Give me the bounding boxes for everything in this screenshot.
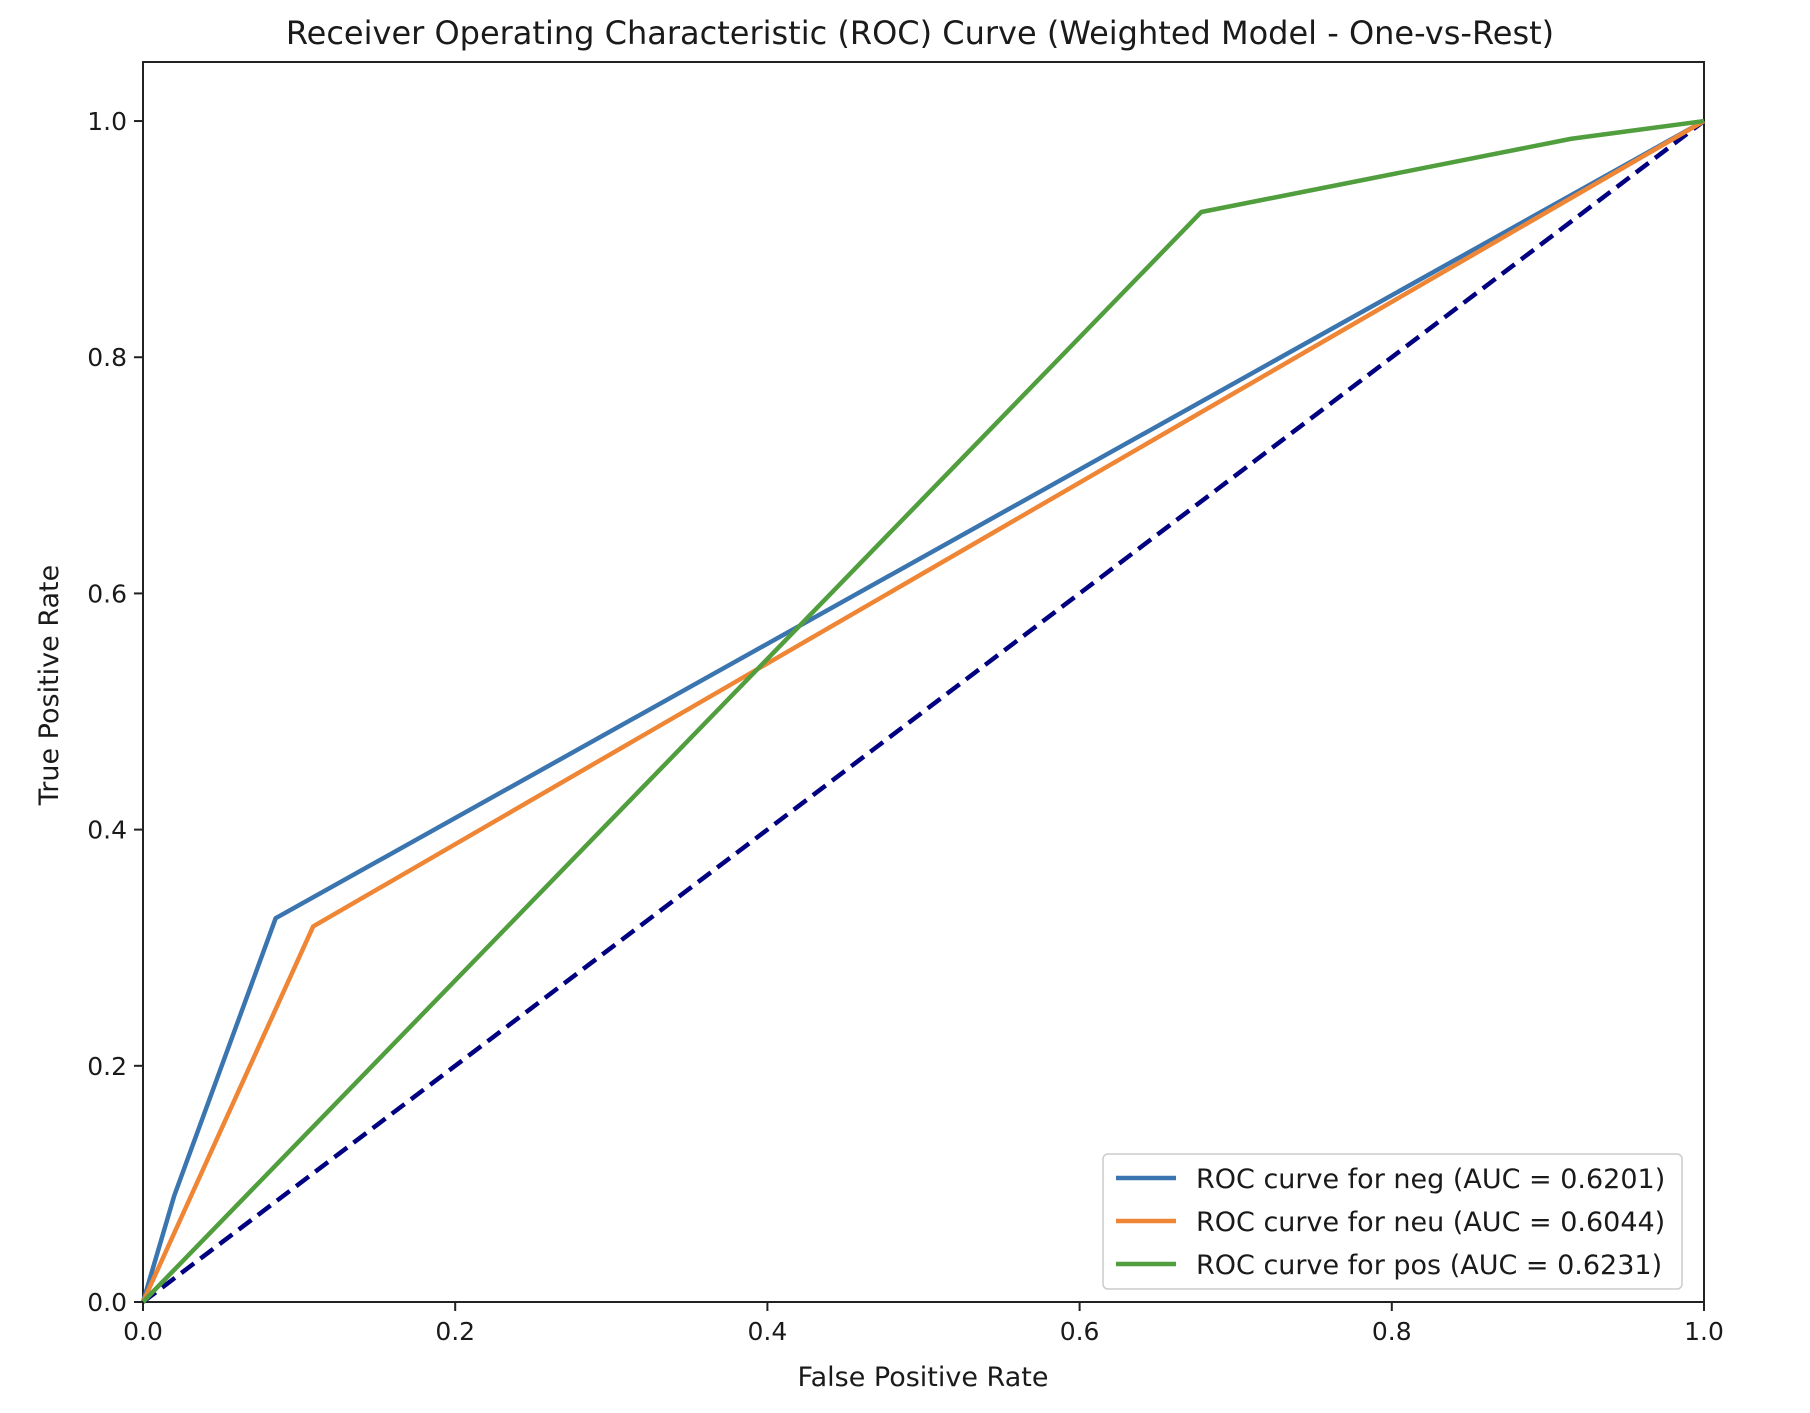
x-tick-label: 0.8 — [1372, 1317, 1412, 1346]
y-tick-label: 0.0 — [87, 1288, 127, 1317]
plot-frame — [142, 61, 1705, 1303]
legend-label-neu: ROC curve for neu (AUC = 0.6044) — [1196, 1207, 1665, 1238]
reference-diagonal-line — [141, 119, 1706, 1304]
y-axis-ticks: 0.0 0.2 0.4 0.6 0.8 1.0 — [87, 107, 143, 1317]
x-tick-label: 0.0 — [123, 1317, 163, 1346]
reference-line-layer — [141, 119, 1706, 1304]
x-tick-label: 0.4 — [748, 1317, 788, 1346]
legend: ROC curve for neg (AUC = 0.6201) ROC curv… — [1102, 1153, 1683, 1290]
x-tick-label: 0.6 — [1060, 1317, 1100, 1346]
series-line-neg — [140, 119, 1706, 1303]
legend-box — [1102, 1153, 1683, 1290]
y-tick-label: 0.4 — [87, 816, 127, 845]
legend-label-pos: ROC curve for pos (AUC = 0.6231) — [1196, 1250, 1662, 1281]
x-axis-ticks: 0.0 0.2 0.4 0.6 0.8 1.0 — [123, 1302, 1724, 1346]
y-tick-label: 0.8 — [87, 343, 127, 372]
x-tick-label: 1.0 — [1684, 1317, 1724, 1346]
series-line-neu — [140, 119, 1706, 1303]
chart-title: Receiver Operating Characteristic (ROC) … — [286, 14, 1554, 52]
y-tick-label: 1.0 — [87, 107, 127, 136]
y-axis-label: True Positive Rate — [34, 565, 65, 807]
y-tick-label: 0.6 — [87, 579, 127, 608]
x-tick-label: 0.2 — [435, 1317, 475, 1346]
x-axis-label: False Positive Rate — [798, 1362, 1049, 1393]
legend-label-neg: ROC curve for neg (AUC = 0.6201) — [1196, 1164, 1665, 1195]
series-layer — [140, 118, 1706, 1304]
legend-entries: ROC curve for neg (AUC = 0.6201) ROC curv… — [1116, 1164, 1665, 1281]
y-tick-label: 0.2 — [87, 1052, 127, 1081]
series-line-pos — [141, 118, 1705, 1304]
